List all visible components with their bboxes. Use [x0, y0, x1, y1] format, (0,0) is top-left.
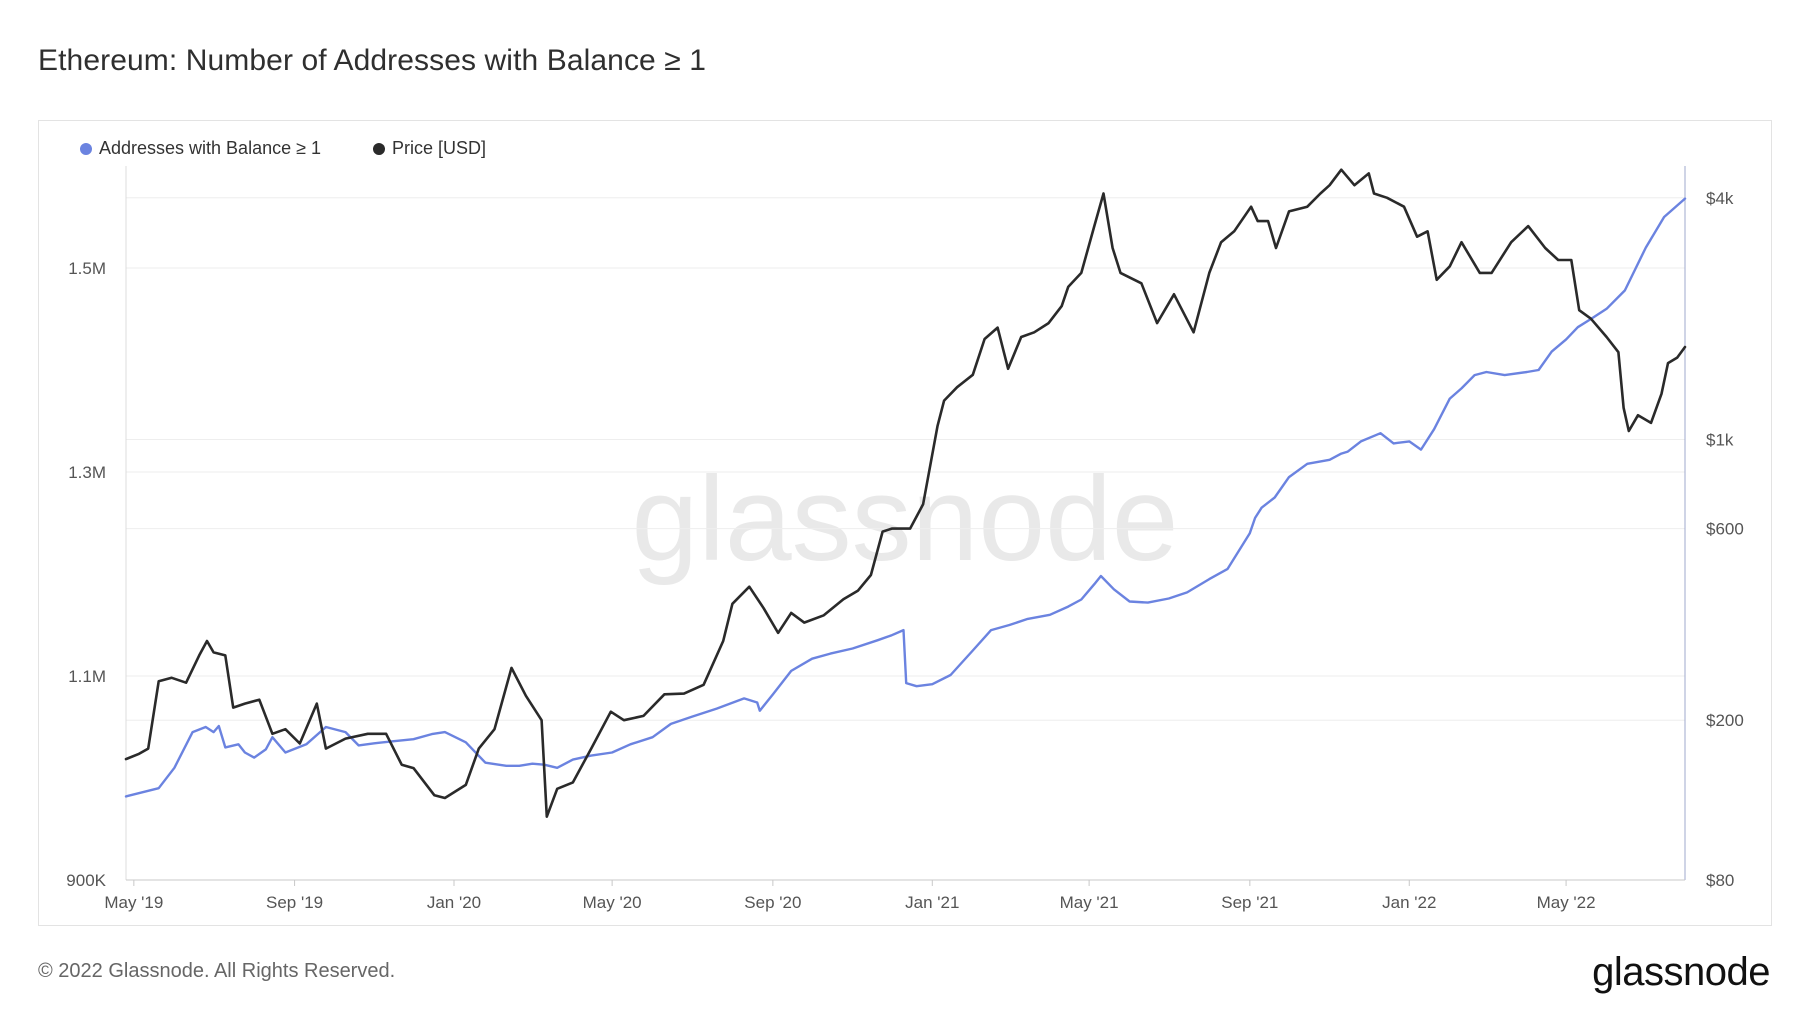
y-left-tick-label: 1.1M — [68, 667, 106, 686]
x-tick-label: May '19 — [104, 893, 163, 912]
legend-label-price: Price [USD] — [392, 138, 487, 158]
glassnode-logo[interactable]: glassnode — [1592, 950, 1770, 994]
chart-container — [38, 120, 1772, 926]
legend-dot-addresses — [80, 142, 92, 155]
watermark-text: glassnode — [631, 452, 1178, 586]
y-right-tick-label: $200 — [1706, 711, 1744, 730]
series-lines — [124, 168, 1687, 819]
x-tick-label: Jan '21 — [905, 893, 959, 912]
x-tick-label: May '20 — [583, 893, 642, 912]
copyright-text: © 2022 Glassnode. All Rights Reserved. — [38, 960, 396, 982]
y-left-tick-label: 1.3M — [68, 463, 106, 482]
y-right-tick-label: $600 — [1706, 520, 1744, 539]
legend-item-price[interactable]: Price [USD] — [373, 138, 486, 159]
legend-item-addresses[interactable]: Addresses with Balance ≥ 1 — [80, 138, 321, 159]
y-left-tick-label: 900K — [66, 871, 106, 890]
x-tick-label: Jan '20 — [427, 893, 481, 912]
legend-dot-price — [373, 142, 385, 155]
series-line-price — [124, 168, 1687, 819]
y-right-tick-label: $80 — [1706, 871, 1734, 890]
x-tick-label: Sep '19 — [266, 893, 323, 912]
x-tick-label: Jan '22 — [1382, 893, 1436, 912]
y-left-tick-label: 1.5M — [68, 259, 106, 278]
series-line-addresses — [124, 197, 1687, 798]
chart-title: Ethereum: Number of Addresses with Balan… — [38, 44, 707, 77]
legend: Addresses with Balance ≥ 1 Price [USD] — [80, 138, 486, 159]
y-right-tick-label: $1k — [1706, 431, 1734, 450]
x-tick-label: May '21 — [1060, 893, 1119, 912]
x-tick-label: Sep '21 — [1221, 893, 1278, 912]
y-right-tick-label: $4k — [1706, 189, 1734, 208]
x-tick-label: May '22 — [1537, 893, 1596, 912]
legend-label-addresses: Addresses with Balance ≥ 1 — [99, 138, 321, 158]
axes: 900K 1.1M 1.3M 1.5M $80 $200 $600 $1k $4k May '19… — [66, 166, 1744, 912]
x-tick-label: Sep '20 — [744, 893, 801, 912]
